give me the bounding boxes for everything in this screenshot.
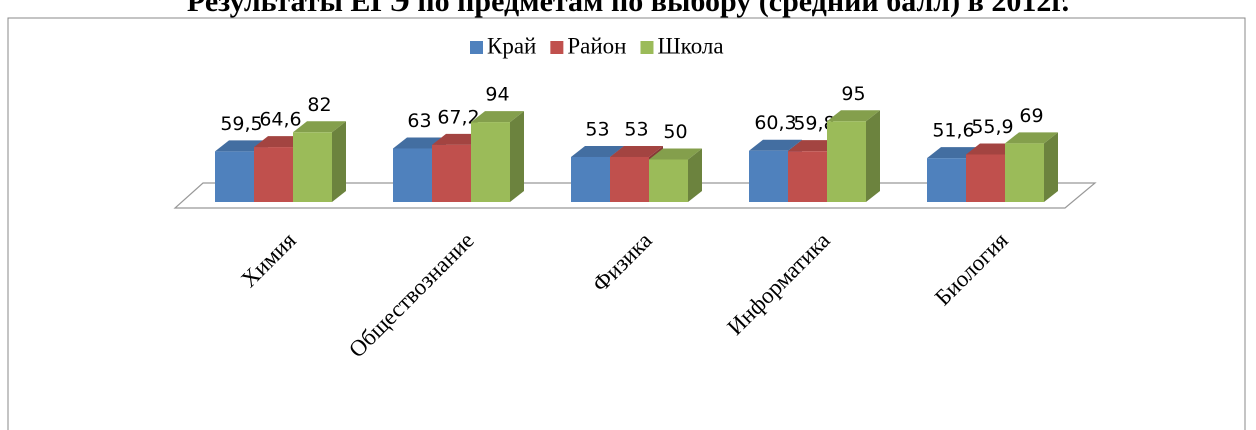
bar bbox=[827, 121, 866, 202]
bar-top bbox=[571, 145, 624, 157]
x-tick-label: Обществознание bbox=[344, 228, 479, 363]
bar-side bbox=[688, 148, 702, 202]
data-label: 59,5 bbox=[220, 113, 262, 135]
data-label: 94 bbox=[485, 84, 509, 106]
data-label: 67,2 bbox=[437, 106, 479, 128]
bar bbox=[610, 156, 649, 202]
floor bbox=[173, 182, 1097, 209]
bar-top bbox=[293, 121, 346, 133]
legend-swatch bbox=[470, 41, 483, 54]
x-tick-label: Физика bbox=[588, 228, 657, 297]
data-label: 50 bbox=[663, 121, 687, 143]
bar bbox=[432, 144, 471, 202]
chart-border bbox=[7, 17, 1246, 430]
bar-side bbox=[332, 121, 346, 202]
bar-top bbox=[610, 145, 663, 157]
data-label: 64,6 bbox=[259, 109, 301, 131]
x-tick-label: Химия bbox=[236, 227, 301, 292]
data-label: 51,6 bbox=[932, 120, 974, 142]
bar bbox=[749, 150, 788, 202]
bar bbox=[1005, 143, 1044, 202]
bar-side bbox=[866, 110, 880, 202]
chart-title: Результаты ЕГЭ по предметам по выбору (с… bbox=[187, 0, 1069, 18]
data-label: 63 bbox=[407, 110, 431, 132]
data-label: 82 bbox=[307, 94, 331, 116]
bar bbox=[254, 147, 293, 202]
bar bbox=[471, 122, 510, 202]
bar-top bbox=[827, 110, 880, 122]
legend-swatch bbox=[640, 41, 654, 54]
legend-label: Край bbox=[487, 33, 536, 58]
bar-top bbox=[749, 139, 802, 151]
bar bbox=[927, 158, 966, 202]
bar-top bbox=[649, 148, 702, 160]
bar-top bbox=[471, 111, 524, 123]
bar-side bbox=[1044, 132, 1058, 202]
bar bbox=[571, 156, 610, 202]
bar bbox=[649, 159, 688, 202]
bar-side bbox=[510, 111, 524, 202]
data-label: 69 bbox=[1019, 105, 1043, 127]
bar-top bbox=[1005, 132, 1058, 144]
legend-label: Школа bbox=[657, 33, 723, 58]
data-label: 53 bbox=[624, 118, 648, 140]
x-tick-label: Биология bbox=[930, 227, 1013, 310]
data-label: 59,8 bbox=[793, 113, 835, 135]
legend-swatch bbox=[550, 41, 564, 54]
data-label: 53 bbox=[585, 118, 609, 140]
legend-label: Район bbox=[567, 33, 626, 58]
bar bbox=[393, 148, 432, 202]
bar bbox=[293, 132, 332, 202]
bar bbox=[788, 151, 827, 202]
bar bbox=[966, 154, 1005, 202]
data-label: 60,3 bbox=[754, 112, 796, 134]
x-tick-label: Информатика bbox=[722, 228, 834, 340]
data-label: 95 bbox=[841, 83, 865, 105]
bar bbox=[215, 151, 254, 202]
data-label: 55,9 bbox=[971, 116, 1013, 138]
